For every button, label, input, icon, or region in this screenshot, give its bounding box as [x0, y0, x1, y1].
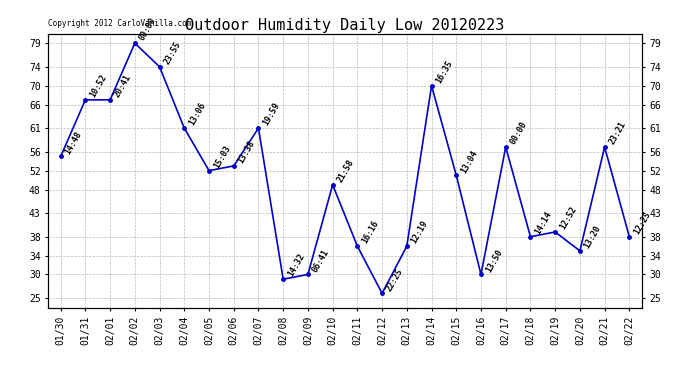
Title: Outdoor Humidity Daily Low 20120223: Outdoor Humidity Daily Low 20120223 [186, 18, 504, 33]
Text: 13:06: 13:06 [187, 101, 208, 128]
Text: 00:00: 00:00 [509, 120, 529, 146]
Text: 19:59: 19:59 [262, 101, 282, 128]
Text: 22:25: 22:25 [385, 266, 405, 292]
Text: 16:16: 16:16 [360, 219, 380, 245]
Text: 14:48: 14:48 [63, 129, 83, 156]
Text: 14:14: 14:14 [533, 210, 553, 236]
Text: Copyright 2012 CarloVanilla.com: Copyright 2012 CarloVanilla.com [48, 19, 192, 28]
Text: 00:00: 00:00 [137, 16, 158, 42]
Text: 12:52: 12:52 [558, 205, 578, 231]
Text: 12:25: 12:25 [632, 210, 653, 236]
Text: 12:19: 12:19 [410, 219, 430, 245]
Text: 16:35: 16:35 [434, 59, 455, 85]
Text: 13:04: 13:04 [459, 148, 480, 175]
Text: 06:41: 06:41 [310, 248, 331, 274]
Text: 13:38: 13:38 [237, 139, 257, 165]
Text: 21:58: 21:58 [335, 158, 356, 184]
Text: 23:21: 23:21 [607, 120, 628, 146]
Text: 23:55: 23:55 [162, 40, 183, 66]
Text: 13:50: 13:50 [484, 248, 504, 274]
Text: 10:52: 10:52 [88, 73, 108, 99]
Text: 20:41: 20:41 [113, 73, 133, 99]
Text: 14:32: 14:32 [286, 252, 306, 278]
Text: 13:20: 13:20 [582, 224, 603, 250]
Text: 15:03: 15:03 [212, 144, 232, 170]
